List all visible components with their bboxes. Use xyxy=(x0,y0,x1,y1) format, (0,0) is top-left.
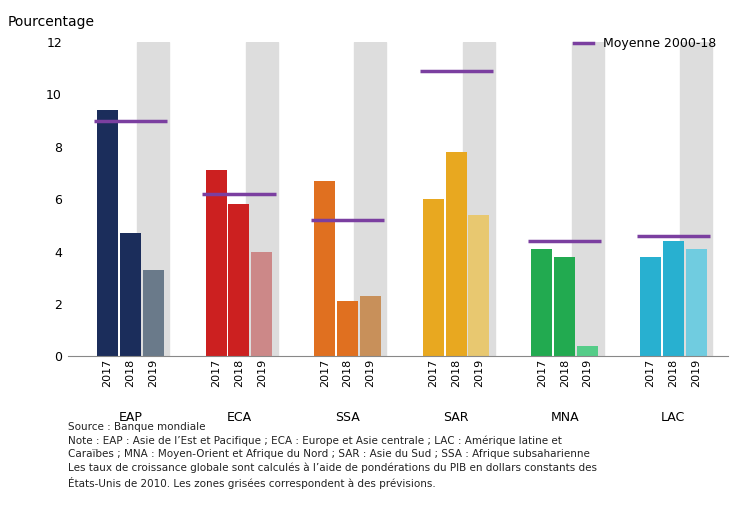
Bar xyxy=(142,270,164,356)
Bar xyxy=(251,252,272,356)
Text: Pourcentage: Pourcentage xyxy=(8,15,95,29)
Bar xyxy=(572,42,604,356)
Bar xyxy=(314,181,335,356)
Bar xyxy=(531,249,552,356)
Bar xyxy=(446,152,466,356)
Bar xyxy=(246,42,278,356)
Bar xyxy=(463,42,495,356)
Legend: Moyenne 2000-18: Moyenne 2000-18 xyxy=(569,32,722,56)
Bar xyxy=(680,42,712,356)
Text: Source : Banque mondiale
Note : EAP : Asie de l’Est et Pacifique ; ECA : Europe : Source : Banque mondiale Note : EAP : As… xyxy=(68,422,596,489)
Bar xyxy=(663,241,684,356)
Bar xyxy=(554,257,575,356)
Text: LAC: LAC xyxy=(661,411,686,424)
Bar xyxy=(360,296,381,356)
Bar xyxy=(120,233,141,356)
Text: ECA: ECA xyxy=(226,411,251,424)
Bar xyxy=(469,215,490,356)
Bar xyxy=(423,199,444,356)
Text: SAR: SAR xyxy=(443,411,469,424)
Bar xyxy=(354,42,386,356)
Text: SSA: SSA xyxy=(335,411,360,424)
Bar xyxy=(206,170,226,356)
Bar xyxy=(577,346,598,356)
Bar xyxy=(686,249,706,356)
Bar xyxy=(229,204,250,356)
Bar xyxy=(337,301,358,356)
Text: EAP: EAP xyxy=(118,411,142,424)
Text: MNA: MNA xyxy=(550,411,579,424)
Bar xyxy=(97,110,118,356)
Bar xyxy=(640,257,661,356)
Bar xyxy=(137,42,170,356)
